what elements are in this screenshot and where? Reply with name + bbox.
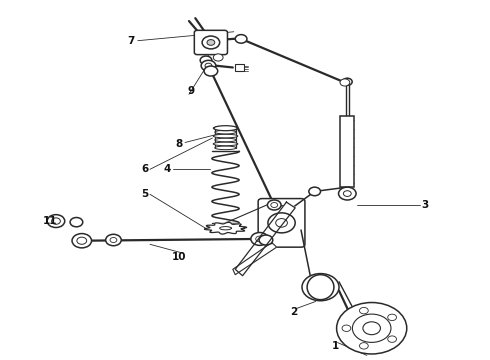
Circle shape [363, 322, 380, 335]
Text: 11: 11 [43, 216, 57, 226]
Circle shape [343, 191, 351, 197]
Circle shape [343, 78, 352, 85]
Circle shape [360, 343, 368, 349]
Circle shape [207, 40, 215, 45]
Bar [341, 116, 354, 187]
Polygon shape [204, 222, 246, 234]
Circle shape [200, 56, 212, 64]
Ellipse shape [215, 146, 236, 150]
Circle shape [360, 307, 368, 314]
Ellipse shape [213, 142, 238, 146]
Circle shape [271, 203, 278, 207]
Circle shape [256, 236, 264, 242]
Bar [235, 64, 244, 71]
FancyBboxPatch shape [195, 30, 227, 55]
Circle shape [202, 36, 220, 49]
Circle shape [205, 63, 212, 68]
Text: 5: 5 [142, 189, 149, 199]
Circle shape [106, 234, 121, 246]
Polygon shape [235, 202, 295, 276]
Circle shape [337, 302, 407, 354]
Ellipse shape [213, 134, 238, 138]
Polygon shape [233, 243, 277, 275]
Text: 2: 2 [290, 307, 297, 317]
Circle shape [276, 219, 288, 227]
Circle shape [77, 237, 87, 244]
Circle shape [110, 238, 117, 243]
Text: 4: 4 [163, 164, 171, 174]
Circle shape [213, 54, 223, 61]
Circle shape [340, 79, 350, 86]
Text: 1: 1 [332, 341, 339, 351]
Ellipse shape [214, 126, 237, 131]
Text: 9: 9 [188, 86, 195, 96]
Circle shape [309, 187, 320, 196]
Circle shape [201, 60, 216, 71]
Circle shape [70, 217, 83, 227]
FancyBboxPatch shape [258, 199, 305, 247]
Text: 10: 10 [172, 252, 187, 262]
Circle shape [342, 325, 351, 332]
Circle shape [388, 336, 396, 342]
Ellipse shape [215, 130, 236, 134]
Circle shape [268, 200, 281, 210]
Text: 7: 7 [127, 36, 134, 46]
Circle shape [302, 274, 339, 301]
Circle shape [311, 280, 330, 294]
Circle shape [268, 213, 295, 233]
Circle shape [352, 314, 391, 342]
Ellipse shape [215, 138, 236, 142]
Circle shape [251, 233, 269, 246]
Circle shape [72, 234, 92, 248]
Ellipse shape [307, 275, 334, 300]
Circle shape [317, 284, 324, 290]
Circle shape [204, 66, 218, 76]
Circle shape [47, 215, 65, 228]
Circle shape [388, 314, 396, 320]
Text: 8: 8 [175, 139, 183, 149]
Circle shape [259, 235, 273, 245]
Circle shape [339, 187, 356, 200]
Circle shape [51, 218, 60, 224]
Text: 6: 6 [142, 164, 149, 174]
Text: 3: 3 [422, 200, 429, 210]
Ellipse shape [213, 126, 238, 130]
Circle shape [235, 35, 247, 43]
